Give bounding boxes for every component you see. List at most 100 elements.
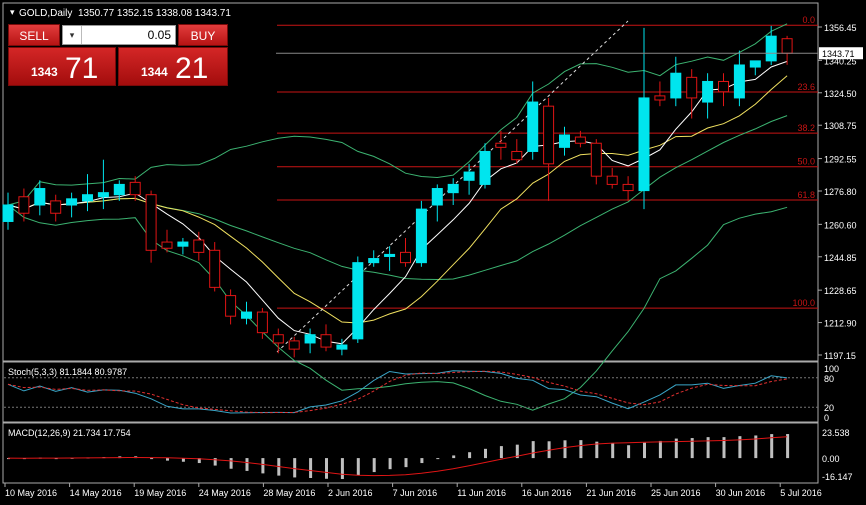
buy-price-box[interactable]: 1344 21 bbox=[118, 47, 228, 86]
date-tick-label: 10 May 2016 bbox=[5, 488, 57, 498]
macd-histogram-bar bbox=[166, 458, 169, 461]
price-tick-label: 1197.15 bbox=[824, 351, 856, 361]
price-tick-label: 1292.55 bbox=[824, 155, 857, 165]
ma-slow-line bbox=[7, 75, 788, 324]
date-tick-label: 7 Jun 2016 bbox=[393, 488, 438, 498]
macd-pane-border bbox=[2, 422, 819, 484]
macd-histogram-bar bbox=[786, 434, 790, 459]
price-tick-label: 1340.25 bbox=[824, 56, 857, 66]
lot-size-value: 0.05 bbox=[147, 28, 171, 42]
sell-price-big: 71 bbox=[65, 52, 99, 85]
candle-body bbox=[352, 262, 364, 340]
price-tick-label: 1308.75 bbox=[824, 121, 857, 131]
candle-body bbox=[638, 97, 650, 192]
macd-histogram-bar bbox=[706, 437, 710, 459]
date-tick-label: 24 May 2016 bbox=[199, 488, 251, 498]
macd-histogram-bar bbox=[643, 442, 646, 459]
macd-histogram-bar bbox=[579, 440, 583, 459]
date-tick-label: 19 May 2016 bbox=[134, 488, 186, 498]
macd-histogram-bar bbox=[754, 435, 758, 459]
fib-level-label: 100.0 bbox=[792, 298, 815, 308]
macd-histogram-bar bbox=[420, 458, 424, 464]
candle-body bbox=[209, 249, 221, 288]
candle-body bbox=[177, 241, 189, 247]
macd-histogram-bar bbox=[197, 458, 201, 464]
candle-body bbox=[590, 142, 602, 177]
candle-body bbox=[670, 72, 682, 99]
macd-histogram-bar bbox=[452, 455, 456, 459]
price-tick-label: 1260.60 bbox=[824, 220, 857, 230]
date-tick-label: 2 Jun 2016 bbox=[328, 488, 373, 498]
candlesticks bbox=[2, 25, 793, 358]
one-click-trading-panel: SELL ▾ 0.05 BUY 1343 71 1344 21 bbox=[8, 24, 228, 86]
current-price-box bbox=[819, 47, 863, 60]
fib-level-label: 23.6 bbox=[797, 82, 815, 92]
sell-price-box[interactable]: 1343 71 bbox=[8, 47, 116, 86]
stoch-pane-border bbox=[2, 361, 819, 423]
candle-body bbox=[336, 344, 348, 350]
date-tick-label: 11 Jun 2016 bbox=[457, 488, 506, 498]
candle-body bbox=[606, 175, 618, 185]
macd-histogram-bar bbox=[372, 458, 376, 473]
sell-price-small: 1343 bbox=[31, 65, 58, 79]
macd-signal-line bbox=[7, 436, 788, 477]
macd-histogram-bar bbox=[690, 438, 694, 459]
macd-histogram-bar bbox=[213, 458, 217, 466]
price-tick-label: 1324.50 bbox=[824, 89, 857, 99]
macd-histogram-bar bbox=[674, 438, 678, 459]
candle-body bbox=[82, 194, 93, 202]
macd-pane: 23.538 0.00 -16.147 bbox=[7, 428, 853, 482]
candle-body bbox=[368, 258, 380, 264]
buy-price-small: 1344 bbox=[141, 65, 168, 79]
candle-body bbox=[384, 253, 396, 257]
candle-body bbox=[2, 204, 14, 222]
macd-histogram-bar bbox=[293, 458, 297, 478]
candle-body bbox=[559, 134, 570, 148]
candle-body bbox=[415, 208, 427, 264]
candle-body bbox=[50, 200, 62, 214]
macd-histogram-bar bbox=[468, 452, 472, 459]
candle-body bbox=[320, 334, 332, 348]
price-tick-label: 1244.85 bbox=[824, 253, 857, 263]
lot-stepper-icon[interactable]: ▾ bbox=[63, 26, 82, 44]
macd-histogram-bar bbox=[356, 458, 360, 476]
candle-body bbox=[304, 334, 316, 344]
fib-level-label: 61.8 bbox=[797, 190, 815, 200]
date-tick-label: 16 Jun 2016 bbox=[522, 488, 572, 498]
date-tick-label: 21 Jun 2016 bbox=[586, 488, 636, 498]
lot-size-input[interactable]: ▾ 0.05 bbox=[62, 25, 176, 45]
macd-histogram-bar bbox=[531, 441, 535, 459]
candle-body bbox=[511, 150, 523, 161]
macd-histogram-bar bbox=[261, 458, 265, 474]
macd-histogram-bar bbox=[245, 458, 249, 471]
stoch-level-label: 80 bbox=[824, 374, 834, 384]
candle-body bbox=[527, 101, 539, 152]
fib-level-label: 50.0 bbox=[797, 157, 815, 167]
date-tick-label: 14 May 2016 bbox=[70, 488, 122, 498]
macd-histogram-bar bbox=[499, 446, 503, 459]
candle-body bbox=[447, 183, 459, 194]
price-tick-label: 1212.90 bbox=[824, 319, 857, 329]
candle-body bbox=[129, 181, 141, 196]
candle-body bbox=[654, 95, 666, 101]
price-axis: 1356.45 1340.25 1324.50 1308.75 1292.55 1276.… bbox=[276, 23, 863, 361]
candle-body bbox=[97, 192, 109, 198]
bollinger-lower bbox=[7, 204, 788, 411]
stoch-level-label: 20 bbox=[824, 403, 834, 413]
buy-button[interactable]: BUY bbox=[178, 24, 228, 46]
candle-body bbox=[574, 136, 586, 144]
current-price-label: 1343.71 bbox=[822, 49, 855, 59]
candle-body bbox=[749, 60, 761, 68]
chart-header-arrow: ▾ bbox=[10, 7, 15, 17]
candle-body bbox=[66, 198, 78, 206]
bollinger-upper bbox=[7, 23, 788, 206]
macd-histogram-bar bbox=[722, 437, 726, 459]
macd-label: MACD(12,26,9) 21.734 17.754 bbox=[8, 428, 131, 438]
macd-histogram-bar bbox=[150, 458, 154, 460]
candle-body bbox=[256, 311, 268, 334]
candle-body bbox=[225, 295, 237, 317]
sell-button[interactable]: SELL bbox=[8, 24, 60, 46]
price-tick-label: 1276.80 bbox=[824, 187, 857, 197]
macd-histogram-bar bbox=[388, 458, 392, 470]
